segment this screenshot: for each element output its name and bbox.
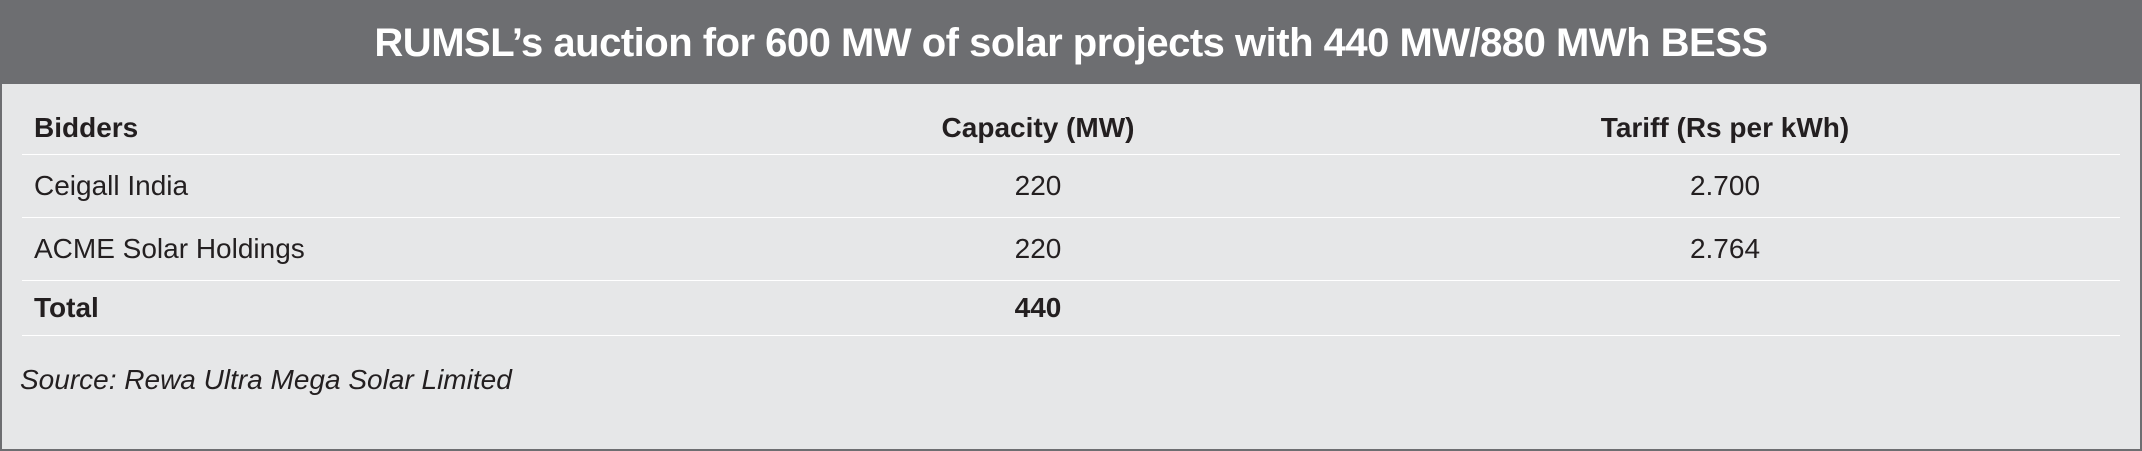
cell: 220 [746,154,1330,218]
cell: 2.764 [1330,217,2120,281]
column-header: Tariff (Rs per kWh) [1330,102,2120,155]
cell: 220 [746,217,1330,281]
table: Bidders Capacity (MW) Tariff (Rs per kWh… [22,102,2120,336]
row: ACME Solar Holdings 220 2.764 [22,217,2120,281]
source-note: Source: Rewa Ultra Mega Solar Limited [20,364,512,395]
cell: ACME Solar Holdings [22,217,746,281]
title: RUMSL’s auction for 600 MW of solar proj… [2,2,2140,84]
cell: 440 [746,280,1330,336]
header-row: Bidders Capacity (MW) Tariff (Rs per kWh… [22,102,2120,155]
cell: Ceigall India [22,154,746,218]
cell: 2.700 [1330,154,2120,218]
total-row: Total 440 [22,280,2120,336]
column-header: Bidders [22,102,746,155]
cell: Total [22,280,746,336]
column-header: Capacity (MW) [746,102,1330,155]
row: Ceigall India 220 2.700 [22,154,2120,218]
cell [1330,280,2120,336]
